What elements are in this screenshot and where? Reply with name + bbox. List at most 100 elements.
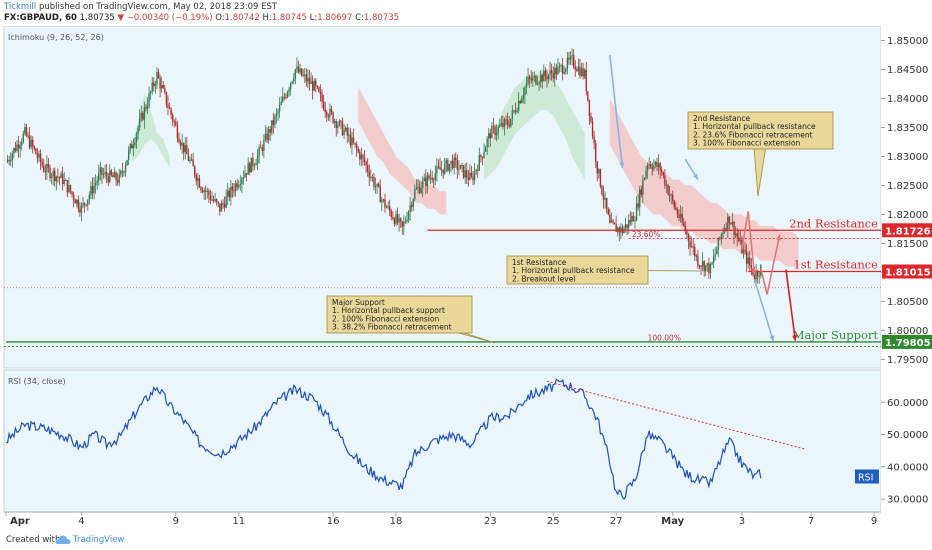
candle-body [612, 220, 614, 223]
candle-body [175, 122, 177, 126]
rsi-badge [855, 469, 879, 484]
rsi-panel [3, 369, 882, 513]
candle-body [510, 118, 512, 127]
candle-body [528, 76, 531, 79]
candle-body [657, 163, 660, 168]
ohlc-line: FX:GBPAUD, 60 1.80735 ▼ −0.00340 (−0.19%… [4, 13, 399, 23]
x-tick-label: May [661, 516, 684, 527]
symbol-label[interactable]: FX:GBPAUD, 60 [4, 13, 77, 23]
candle-body [374, 186, 377, 188]
candle-body [88, 194, 91, 200]
level-price-label: 1.81015 [885, 267, 931, 278]
cloud-segment [609, 98, 799, 267]
chart-header: Tickmill published on TradingView.com, M… [0, 0, 932, 26]
ichimoku-label: Ichimoku (9, 26, 52, 26) [8, 33, 104, 42]
candle-body [343, 130, 345, 135]
candle-body [494, 126, 496, 135]
candle-body [230, 186, 232, 198]
candle-body [267, 128, 270, 141]
candle-body [615, 224, 617, 232]
tradingview-brand[interactable]: TradingView [73, 535, 125, 545]
rsi-tick-label: 40.0000 [887, 462, 928, 473]
candle-body [190, 159, 193, 161]
candle-body [263, 139, 265, 151]
candle-body [594, 143, 597, 162]
candle-body [16, 144, 18, 152]
candle-body [225, 196, 227, 208]
candle-body [719, 237, 721, 239]
candle-body [87, 199, 89, 206]
candle-body [656, 161, 658, 168]
candle-body [585, 69, 587, 92]
candle-body [126, 160, 128, 166]
candle-body [310, 81, 312, 84]
candle-body [557, 66, 559, 75]
candle-body [178, 138, 180, 143]
candle-body [646, 165, 649, 171]
candle-body [437, 166, 440, 168]
note-box [687, 111, 834, 150]
candle-body [701, 261, 704, 267]
level-name: 1st Resistance [793, 257, 878, 271]
candle-body [297, 66, 300, 73]
candle-body [388, 205, 391, 211]
candle-body [83, 202, 86, 205]
candle-body [216, 199, 218, 202]
price-tick-label: 1.81500 [887, 239, 928, 250]
candle-body [10, 160, 12, 162]
candle-body [154, 84, 157, 87]
candle-body [252, 157, 254, 166]
candle-body [687, 234, 690, 241]
candle-body [171, 114, 174, 122]
candle-body [184, 145, 186, 153]
candle-body [6, 159, 9, 163]
candle-body [241, 178, 243, 185]
candle-body [93, 185, 95, 194]
candle-body [44, 171, 47, 173]
created-with-text: Created with [6, 535, 61, 545]
candle-body [72, 194, 75, 200]
candle-body [69, 185, 72, 192]
candle-body [19, 145, 21, 149]
candle-body [613, 222, 616, 225]
candle-body [513, 110, 515, 112]
candle-body [157, 72, 160, 79]
candle-body [459, 165, 462, 169]
candle-body [425, 177, 427, 187]
candle-body [124, 165, 127, 172]
candle-body [398, 218, 400, 223]
candle-body [381, 199, 383, 203]
candle-body [467, 177, 470, 180]
candle-body [371, 176, 374, 178]
candle-body [264, 133, 267, 140]
candle-body [475, 169, 477, 172]
candle-body [13, 148, 15, 154]
publisher-link[interactable]: Tickmill [4, 2, 37, 12]
candle-body [560, 65, 562, 67]
candle-body [357, 149, 359, 152]
candle-body [27, 135, 29, 137]
x-tick-label: 23 [484, 516, 497, 527]
candle-body [321, 94, 323, 102]
candle-body [483, 151, 485, 158]
candle-body [164, 88, 166, 93]
candle-body [451, 160, 454, 168]
candle-body [716, 249, 718, 255]
note-line: 2nd Resistance [693, 114, 750, 123]
candle-body [396, 214, 399, 223]
candle-body [524, 87, 526, 96]
candle-body [57, 176, 59, 178]
candle-body [473, 171, 476, 181]
candle-body [24, 127, 26, 134]
candle-body [52, 170, 54, 177]
candle-body [462, 165, 465, 178]
candle-body [80, 205, 83, 213]
candle-body [477, 169, 479, 171]
candle-body [598, 169, 600, 174]
level-price-badge [882, 223, 932, 238]
candle-body [703, 261, 705, 272]
candle-body [368, 171, 370, 178]
candle-body [104, 172, 106, 175]
